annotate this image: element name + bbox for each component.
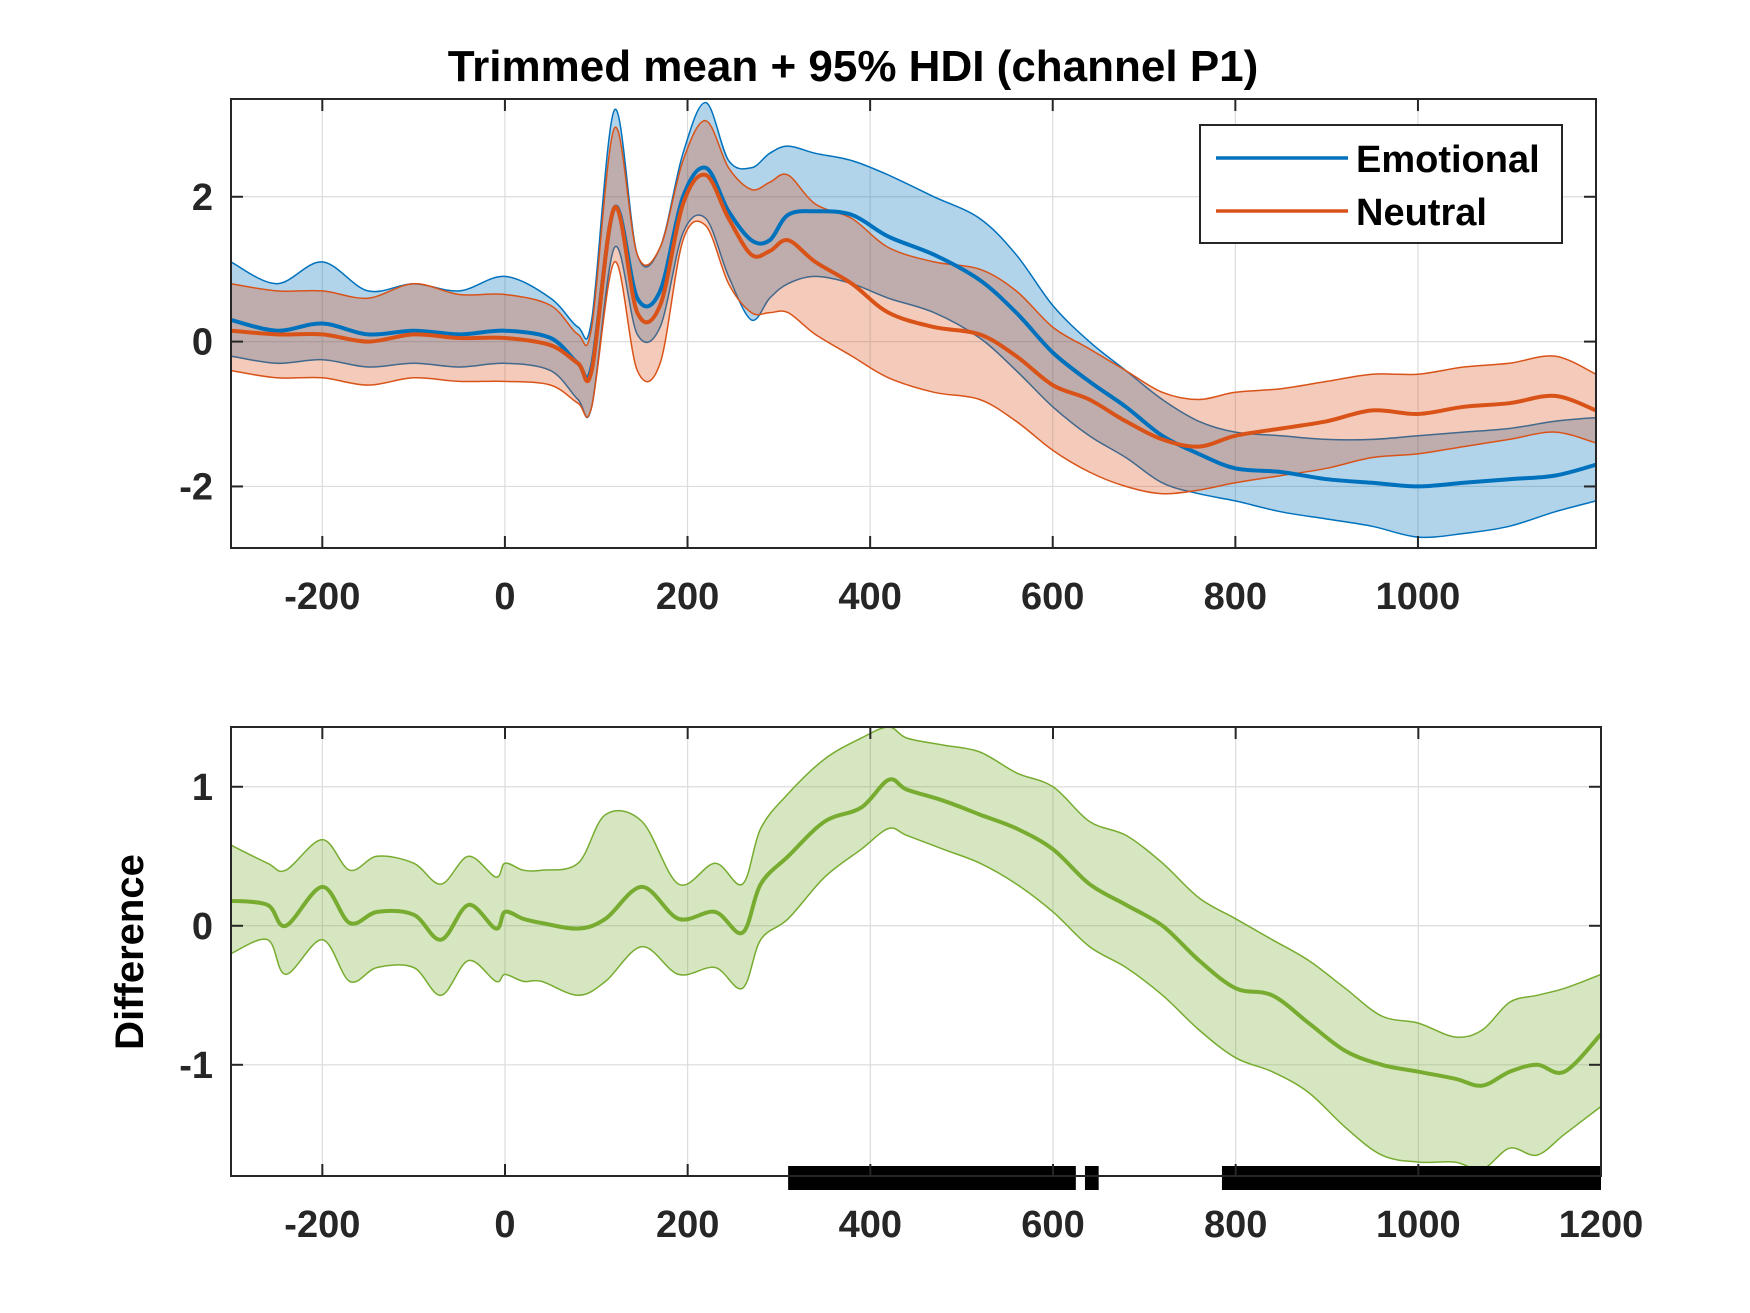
top-xtick-label: 400 bbox=[838, 576, 901, 618]
top-line-emotional bbox=[230, 165, 1597, 489]
y-axis-label: Difference bbox=[108, 854, 152, 1050]
bottom-xtick-label: -200 bbox=[284, 1204, 360, 1246]
top-lower-emotional bbox=[230, 214, 1597, 539]
bottom-bands bbox=[230, 726, 1602, 1171]
bottom-ytick-label: -1 bbox=[179, 1045, 213, 1087]
top-chart: Trimmed mean + 95% HDI (channel P1) -200… bbox=[179, 42, 1597, 618]
legend-label-neutral: Neutral bbox=[1356, 192, 1487, 234]
top-band-emotional bbox=[231, 102, 1596, 538]
bottom-ytick-label: 0 bbox=[192, 906, 213, 948]
bottom-ticks: -200 0 200 400 600 800 1000 1200 -1 0 1 bbox=[179, 727, 1643, 1246]
bottom-line-difference bbox=[230, 777, 1603, 1088]
top-upper-neutral bbox=[230, 119, 1597, 401]
top-axes-box bbox=[230, 98, 1597, 549]
top-xtick-label: -200 bbox=[284, 576, 360, 618]
bottom-xtick-label: 600 bbox=[1021, 1204, 1084, 1246]
significance-bar bbox=[1084, 1166, 1099, 1190]
top-ytick-label: -2 bbox=[179, 466, 213, 508]
top-xtick-label: 200 bbox=[656, 576, 719, 618]
legend-box bbox=[1199, 124, 1563, 244]
top-line-neutral bbox=[230, 172, 1597, 449]
bottom-xtick-label: 1000 bbox=[1376, 1204, 1461, 1246]
top-ticks: -200 0 200 400 600 800 1000 -2 0 2 bbox=[179, 99, 1596, 618]
top-bands bbox=[230, 101, 1597, 539]
bottom-upper-difference bbox=[230, 726, 1602, 1039]
top-xtick-label: 800 bbox=[1204, 576, 1267, 618]
top-lower-neutral bbox=[230, 220, 1597, 495]
bottom-xtick-label: 400 bbox=[839, 1204, 902, 1246]
top-xtick-label: 0 bbox=[494, 576, 515, 618]
bottom-chart: -200 0 200 400 600 800 1000 1200 -1 0 1 Difference bbox=[108, 726, 1643, 1246]
top-upper-emotional bbox=[230, 101, 1597, 441]
chart-title: Trimmed mean + 95% HDI (channel P1) bbox=[448, 42, 1259, 91]
legend-label-emotional: Emotional bbox=[1356, 139, 1540, 181]
significance-bar bbox=[1221, 1166, 1601, 1190]
top-xtick-label: 600 bbox=[1021, 576, 1084, 618]
bottom-ytick-label: 1 bbox=[192, 767, 213, 809]
top-xtick-label: 1000 bbox=[1376, 576, 1461, 618]
bottom-lower-difference bbox=[230, 827, 1602, 1171]
bottom-xtick-label: 800 bbox=[1204, 1204, 1267, 1246]
top-band-neutral bbox=[231, 120, 1596, 494]
bottom-xtick-label: 200 bbox=[656, 1204, 719, 1246]
legend: Emotional Neutral bbox=[1199, 124, 1563, 244]
bottom-xtick-label: 0 bbox=[494, 1204, 515, 1246]
bottom-xtick-label: 1200 bbox=[1559, 1204, 1644, 1246]
top-ytick-label: 0 bbox=[192, 322, 213, 364]
significance-bars bbox=[788, 1166, 1601, 1190]
bottom-lines bbox=[230, 777, 1603, 1088]
bottom-band-difference bbox=[231, 727, 1601, 1170]
top-ytick-label: 2 bbox=[192, 177, 213, 219]
significance-bar bbox=[788, 1166, 1076, 1190]
bottom-axes-box bbox=[230, 726, 1602, 1177]
top-lines bbox=[230, 165, 1597, 489]
